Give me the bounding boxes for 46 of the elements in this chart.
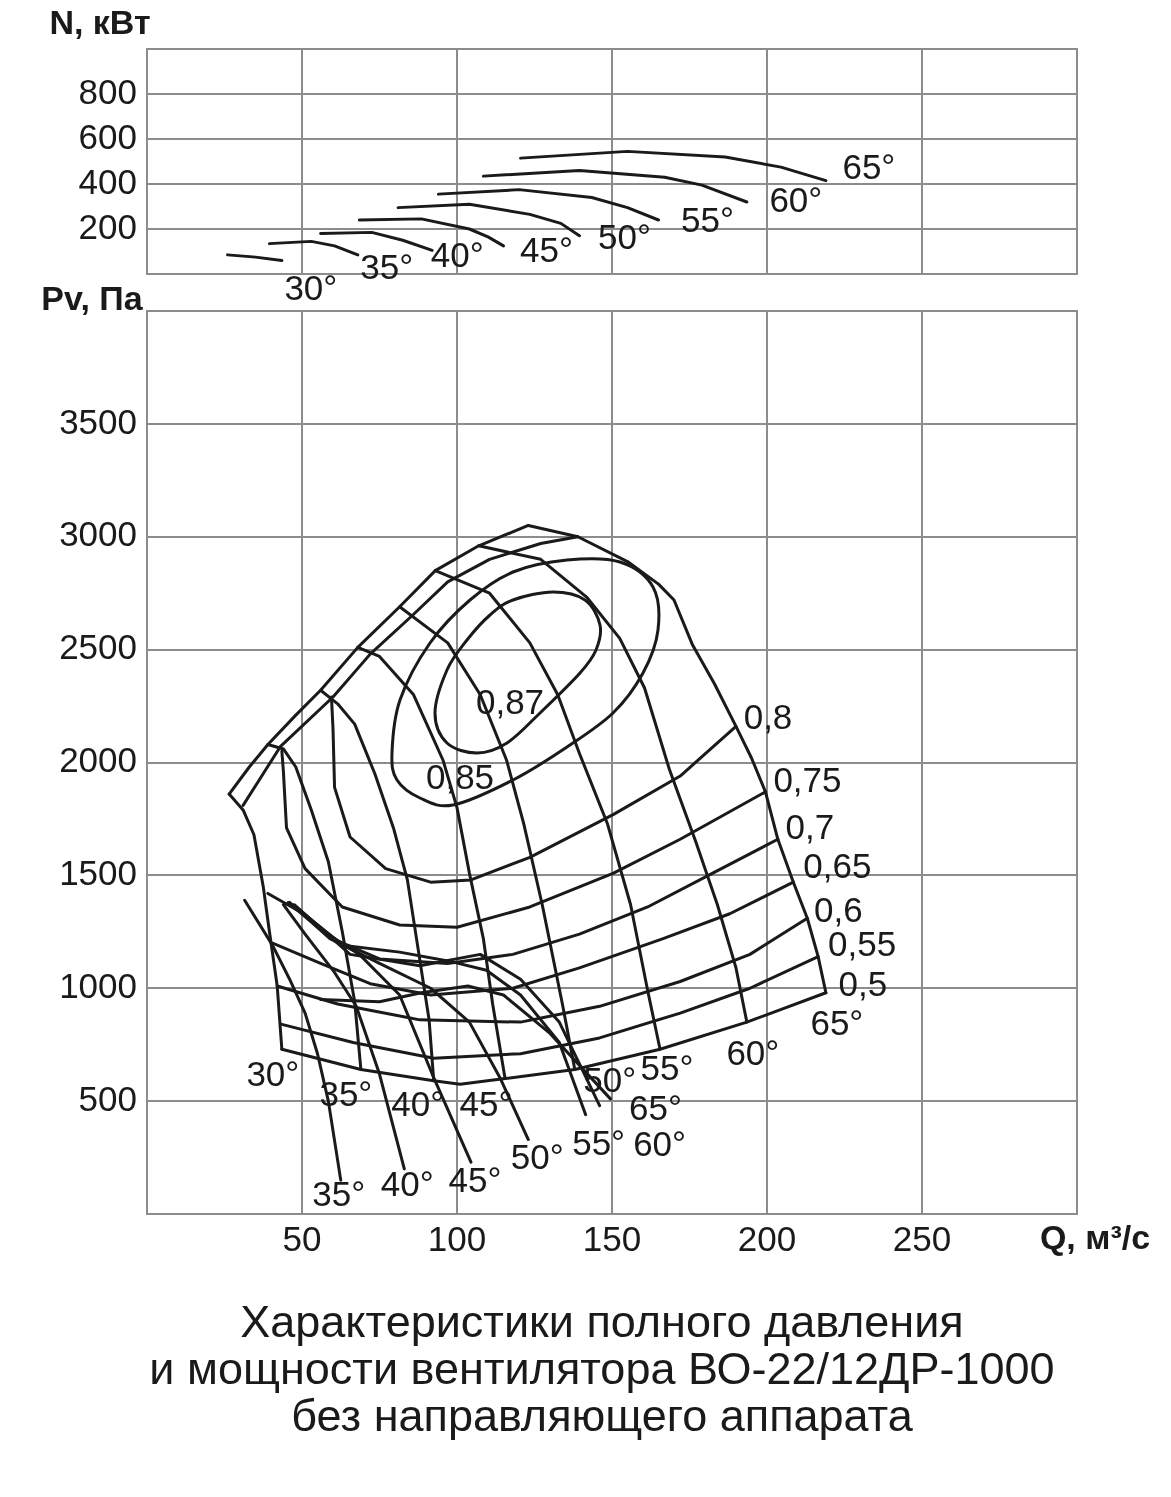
series-label: 0,6 <box>813 889 863 929</box>
y-tick-label: 500 <box>78 1078 137 1118</box>
y-tick-label: 800 <box>78 71 137 111</box>
series-label: 45° <box>520 229 573 269</box>
series-label: 60° <box>726 1032 780 1072</box>
text: Характеристики полного давления и мощности вентилятора ВО-22/12ДР-1000 без направляющего аппарата <box>149 1296 1055 1441</box>
y-tick-label: 200 <box>78 206 137 246</box>
x-tick-label: 100 <box>427 1218 487 1258</box>
series-label: 35° <box>360 246 414 286</box>
y-tick-label: 2500 <box>59 627 137 667</box>
series-label: 0,8 <box>743 697 793 737</box>
series-label: 45° <box>459 1084 513 1124</box>
series-label: 55° <box>572 1123 626 1163</box>
x-tick-label: 200 <box>737 1218 797 1258</box>
series-label: 0,5 <box>838 964 888 1004</box>
series-label: 0,7 <box>785 806 835 846</box>
y-tick-label: 3500 <box>59 401 137 441</box>
series-label: 35° <box>312 1173 366 1213</box>
series-label: 60° <box>769 179 823 219</box>
series-label: 60° <box>633 1124 687 1164</box>
x-tick-label: 150 <box>582 1218 642 1258</box>
series-label: 50° <box>510 1137 564 1177</box>
y-axis-title: Pv, Па <box>41 279 143 317</box>
series-label: 40° <box>391 1084 445 1124</box>
y-tick-label: 2000 <box>59 740 137 780</box>
y-tick-label: 1000 <box>59 965 137 1005</box>
series-label: 65° <box>842 147 896 187</box>
y-tick-label: 3000 <box>59 514 137 554</box>
series-label: 55° <box>681 199 734 239</box>
series-label: 30° <box>246 1053 300 1093</box>
series-label: 45° <box>448 1159 502 1199</box>
x-axis-title: Q, м³/с <box>1039 1218 1151 1256</box>
x-tick-label: 250 <box>892 1218 952 1258</box>
y-tick-label: 400 <box>78 161 137 201</box>
x-tick-label: 50 <box>282 1218 322 1258</box>
series-label: 40° <box>380 1163 434 1203</box>
series-label: 30° <box>284 268 338 308</box>
series-label: 65° <box>810 1003 864 1043</box>
series-label: 50° <box>597 217 651 257</box>
series-label: 55° <box>640 1047 694 1087</box>
series-label: 0,65 <box>803 845 872 885</box>
y-tick-label: 1500 <box>59 853 137 893</box>
y-axis-title: N, кВт <box>49 3 151 41</box>
series-label: 0,75 <box>773 759 842 799</box>
series-label: 40° <box>430 235 484 275</box>
y-tick-label: 600 <box>78 116 137 156</box>
